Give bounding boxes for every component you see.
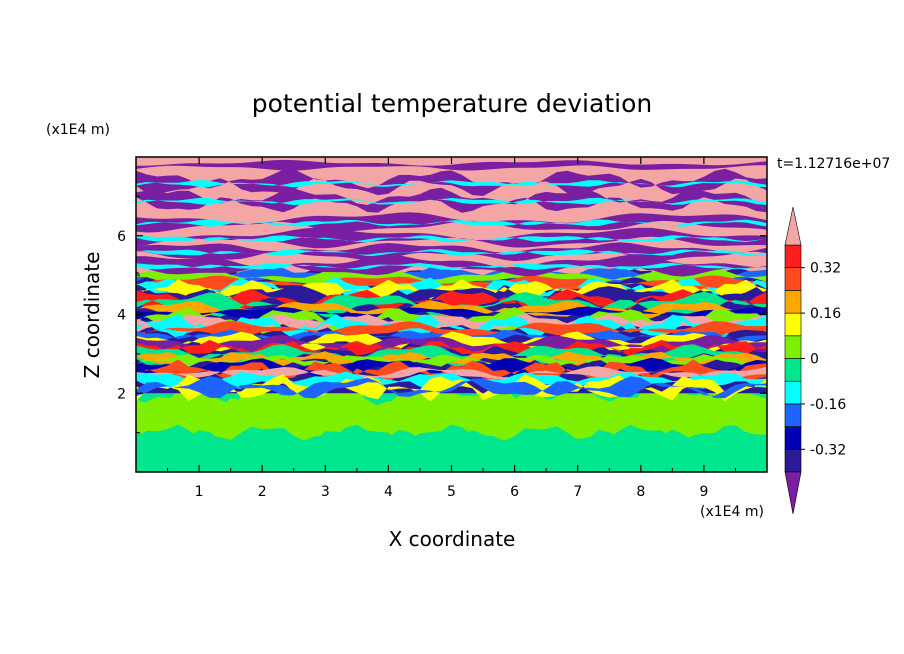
x-tick-label: 5 bbox=[447, 484, 456, 500]
x-tick-label: 8 bbox=[636, 484, 645, 500]
x-axis-label: X coordinate bbox=[389, 527, 516, 551]
upper-purple-band bbox=[136, 212, 767, 233]
upper-purple-band bbox=[136, 159, 767, 171]
colorbar-box bbox=[784, 403, 802, 427]
x-axis: 1 2 3 4 5 6 7 8 9 bbox=[167, 157, 736, 500]
time-label: t=1.12716e+07 bbox=[777, 156, 890, 172]
colorbar-box bbox=[784, 426, 802, 450]
colorbar: 0.32 0.16 0 -0.16 -0.32 bbox=[784, 206, 846, 515]
x-tick-label: 1 bbox=[195, 484, 204, 500]
upper-purple-band bbox=[136, 254, 767, 277]
colorbar-box bbox=[784, 290, 802, 314]
colorbar-label: 0.32 bbox=[810, 261, 841, 277]
middle-turbulent-band bbox=[136, 267, 767, 289]
contour-plot bbox=[136, 157, 767, 472]
colorbar-extend-high bbox=[784, 206, 802, 246]
upper-cyan-streak bbox=[136, 235, 767, 243]
y-tick-label: 2 bbox=[117, 386, 126, 402]
upper-cyan-streak bbox=[136, 249, 767, 257]
middle-turbulent-band bbox=[136, 279, 767, 300]
middle-turbulent-band bbox=[136, 376, 767, 399]
colorbar-box bbox=[784, 448, 802, 473]
x-tick-label: 2 bbox=[258, 484, 267, 500]
colorbar-box bbox=[784, 380, 802, 405]
upper-cyan-streak bbox=[136, 197, 767, 206]
y-axis-label: Z coordinate bbox=[80, 252, 104, 379]
colorbar-label: -0.32 bbox=[810, 442, 846, 458]
middle-turbulent-band bbox=[136, 313, 767, 340]
y-tick-label: 6 bbox=[117, 229, 126, 245]
middle-turbulent-band bbox=[136, 275, 767, 292]
lower-teal-patch bbox=[136, 424, 767, 462]
upper-cyan-streak bbox=[136, 180, 767, 188]
upper-cyan-streak bbox=[136, 219, 767, 227]
colorbar-box bbox=[784, 335, 802, 359]
x-tick-label: 3 bbox=[321, 484, 330, 500]
y-axis: 2 4 6 bbox=[117, 195, 767, 434]
colorbar-box bbox=[784, 312, 802, 337]
colorbar-extend-low bbox=[784, 471, 802, 515]
upper-cyan-streak bbox=[136, 262, 767, 270]
colorbar-box bbox=[784, 358, 802, 382]
y-axis-unit: (x1E4 m) bbox=[46, 122, 110, 138]
middle-turbulent-band bbox=[136, 334, 767, 355]
colorbar-label: 0.16 bbox=[810, 306, 841, 322]
chart-title: potential temperature deviation bbox=[252, 89, 652, 118]
x-tick-label: 9 bbox=[699, 484, 708, 500]
y-tick-label: 4 bbox=[117, 308, 126, 324]
middle-turbulent-band bbox=[136, 339, 767, 357]
colorbar-label: -0.16 bbox=[810, 397, 846, 413]
x-axis-unit: (x1E4 m) bbox=[700, 504, 764, 520]
contour-field bbox=[136, 159, 767, 472]
upper-purple-band bbox=[136, 227, 767, 249]
colorbar-label: 0 bbox=[810, 352, 819, 368]
x-tick-label: 6 bbox=[510, 484, 519, 500]
colorbar-box bbox=[784, 267, 802, 291]
colorbar-box bbox=[784, 244, 802, 269]
x-tick-label: 7 bbox=[573, 484, 582, 500]
x-tick-label: 4 bbox=[384, 484, 393, 500]
